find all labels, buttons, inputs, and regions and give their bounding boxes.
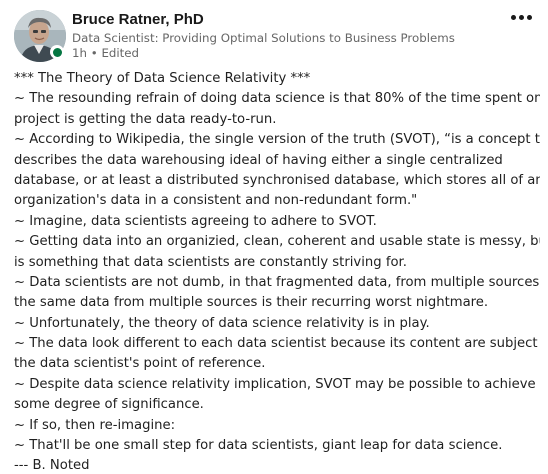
post-body: *** The Theory of Data Science Relativit… [14, 69, 540, 474]
author-name[interactable]: Bruce Ratner, PhD [72, 11, 204, 28]
post-line: ~ The resounding refrain of doing data s… [14, 91, 540, 107]
post-line: project is getting the data ready-to-run… [14, 111, 277, 127]
post-line: ~ If so, then re-imagine: [14, 417, 176, 433]
post-line: ~ That'll be one small step for data sci… [14, 438, 503, 454]
post-line: the data scientist's point of reference. [14, 356, 266, 372]
post-line: --- B. Noted [14, 458, 90, 474]
post-line: database, or at least a distributed sync… [14, 172, 540, 188]
post-line: *** The Theory of Data Science Relativit… [14, 71, 311, 86]
post-line: the same data from multiple sources is t… [14, 295, 489, 311]
post-time: 1h [72, 46, 87, 60]
avatar[interactable] [14, 10, 66, 62]
post-line: ~ According to Wikipedia, the single ver… [14, 132, 540, 148]
post-line: ~ Getting data into an organizied, clean… [14, 234, 540, 250]
post-line: ~ Unfortunately, the theory of data scie… [14, 315, 430, 331]
more-options-icon[interactable] [508, 10, 534, 28]
post-line: some degree of significance. [14, 397, 204, 413]
post-line: ~ Despite data science relativity implic… [14, 376, 540, 392]
post-header: Bruce Ratner, PhD Data Scientist: Provid… [14, 10, 534, 62]
online-status-icon [50, 45, 64, 59]
post-line: ~ Data scientists are not dumb, in that … [14, 274, 540, 290]
post-meta: 1h • Edited [72, 46, 139, 60]
author-headline: Data Scientist: Providing Optimal Soluti… [72, 31, 455, 45]
post-line: is something that data scientists are co… [14, 254, 407, 270]
post-line: ~ Imagine, data scientists agreeing to a… [14, 213, 377, 229]
person-photo-icon [14, 10, 66, 62]
post-line: describes the data warehousing ideal of … [14, 152, 503, 168]
meta-separator: • [90, 46, 98, 60]
edited-label: Edited [101, 46, 140, 60]
post-line: organization's data in a consistent and … [14, 193, 418, 209]
post-line: ~ The data look different to each data s… [14, 336, 540, 352]
